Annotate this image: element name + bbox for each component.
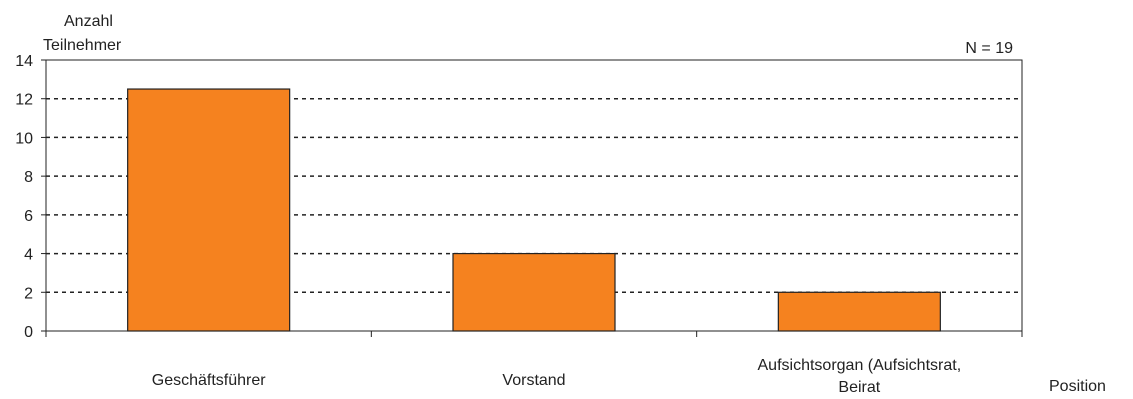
y-tick-label-5: 10 xyxy=(15,130,33,147)
bar-1 xyxy=(452,252,616,332)
bars xyxy=(127,88,941,332)
x-category-label-2-0: Aufsichtsorgan (Aufsichtsrat, xyxy=(758,357,962,374)
y-tick-label-6: 12 xyxy=(15,92,33,109)
y-tick-label-1: 2 xyxy=(24,285,33,302)
y-tick-label-2: 4 xyxy=(24,247,33,264)
y-tick-label-0: 0 xyxy=(24,324,33,341)
y-axis-title-line-1: Anzahl xyxy=(64,13,113,30)
x-category-label-1-0: Vorstand xyxy=(502,372,565,389)
y-tick-label-3: 6 xyxy=(24,208,33,225)
y-axis-title-line-2: Teilnehmer xyxy=(43,37,122,54)
y-tick-label-7: 14 xyxy=(15,53,33,70)
plot-area-frame xyxy=(45,59,1023,332)
bar-2 xyxy=(777,291,941,332)
y-tick-label-4: 8 xyxy=(24,169,33,186)
x-axis-title: Position xyxy=(1049,378,1106,395)
axis-ticks xyxy=(41,59,1023,337)
bar-0 xyxy=(127,88,291,332)
sample-size-annotation: N = 19 xyxy=(965,40,1013,57)
x-category-label-2-1: Beirat xyxy=(838,379,880,396)
axis-labels: 0 2 4 6 8 10 12 14 Geschäftsführer Vorstand Aufsic… xyxy=(15,53,961,396)
x-category-label-0-0: Geschäftsführer xyxy=(152,372,267,389)
